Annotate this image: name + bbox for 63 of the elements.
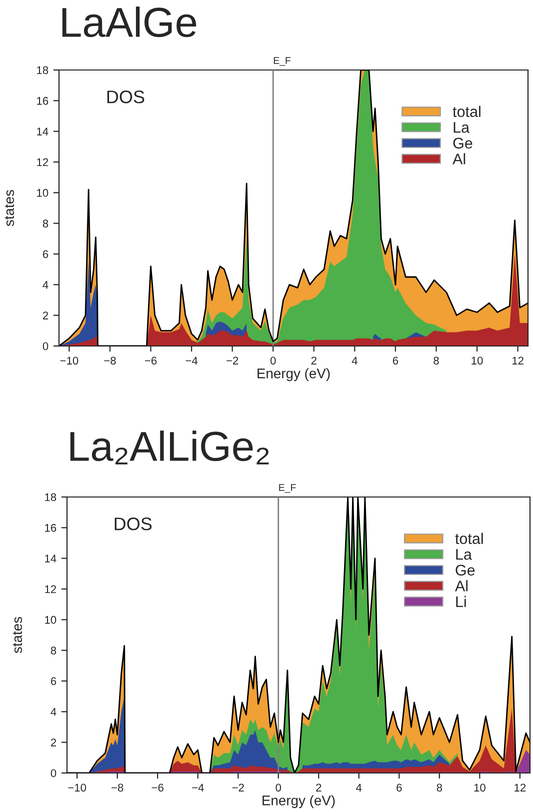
y-tick-label: 14 [37, 128, 48, 136]
x-tick-label: 8 [436, 784, 442, 792]
x-tick-label: −10 [60, 356, 78, 365]
y-tick-label: 4 [42, 281, 48, 289]
legend-label: Ge [456, 564, 475, 576]
x-tick-label: −10 [68, 784, 86, 792]
x-tick-label: −8 [112, 784, 124, 792]
chart-title: La₂AlLiGe₂ [70, 430, 269, 464]
y-tick-label: 0 [42, 342, 48, 350]
y-tick-label: 10 [37, 188, 48, 197]
y-tick-label: 2 [50, 738, 56, 746]
x-tick-label: −4 [186, 356, 198, 364]
x-tick-label: 4 [352, 356, 358, 364]
y-tick-label: 6 [50, 677, 56, 686]
y-tick-label: 14 [45, 554, 56, 562]
ref-line-label: E_F [274, 57, 291, 66]
x-tick-label: 4 [356, 784, 362, 792]
x-tick-label: 8 [434, 356, 439, 365]
y-tick-label: 18 [37, 66, 48, 74]
y-axis-title: states [4, 190, 14, 226]
legend-label: La [454, 122, 470, 133]
x-axis-title: Energy (eV) [262, 795, 335, 808]
y-tick-label: 2 [42, 312, 48, 320]
legend-label: Li [456, 596, 466, 607]
y-tick-label: 6 [42, 250, 48, 258]
y-tick-label: 4 [50, 708, 56, 716]
x-tick-label: −4 [192, 784, 204, 792]
x-tick-label: 12 [512, 356, 524, 364]
x-tick-label: 6 [392, 356, 398, 365]
x-tick-label: 10 [474, 784, 486, 792]
y-tick-label: 16 [45, 524, 56, 532]
x-tick-label: 10 [472, 356, 483, 365]
annotation: DOS [107, 90, 144, 104]
y-tick-label: 8 [50, 646, 56, 654]
x-tick-label: −2 [232, 784, 244, 792]
ref-line-label: E_F [279, 484, 296, 493]
y-tick-label: 0 [50, 769, 56, 778]
y-tick-label: 16 [37, 96, 48, 105]
x-tick-label: 6 [396, 784, 402, 792]
y-tick-label: 12 [45, 585, 56, 594]
legend-label: Al [452, 153, 466, 164]
x-tick-label: −2 [226, 356, 238, 364]
chart-title: LaAlGe [62, 6, 196, 38]
y-tick-label: 10 [45, 616, 56, 624]
legend-label: Ge [453, 138, 472, 149]
legend-label: La [456, 549, 472, 560]
x-tick-label: 12 [514, 784, 526, 792]
x-axis-title: Energy (eV) [258, 368, 330, 382]
y-tick-label: 18 [45, 493, 56, 502]
legend-label: total [455, 532, 483, 544]
y-tick-label: 12 [37, 158, 48, 166]
legend-label: Al [454, 580, 468, 592]
x-tick-label: 2 [311, 356, 316, 364]
y-tick-label: 8 [42, 220, 48, 228]
legend-label: total [452, 106, 480, 118]
x-tick-label: −8 [104, 356, 116, 365]
annotation: DOS [114, 518, 152, 530]
x-tick-label: −6 [152, 784, 164, 792]
y-axis-title: states [12, 616, 22, 654]
x-tick-label: 0 [276, 784, 282, 792]
x-tick-label: 2 [316, 784, 322, 792]
x-tick-label: −6 [144, 356, 157, 365]
x-tick-label: 0 [270, 356, 276, 365]
